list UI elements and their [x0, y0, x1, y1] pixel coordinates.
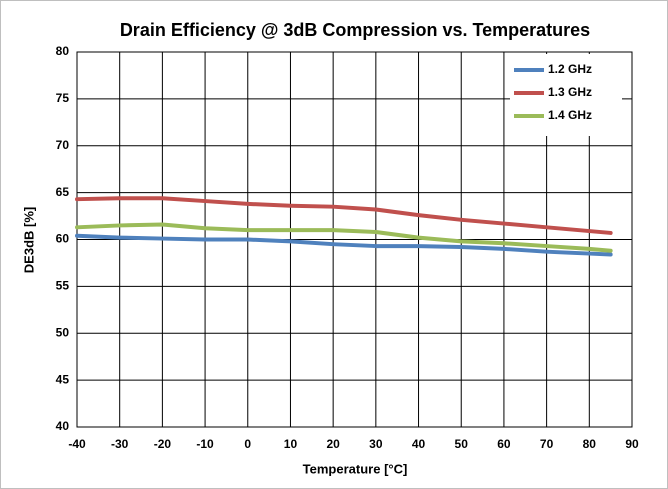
y-tick-label: 55	[56, 279, 70, 293]
x-tick-label: 60	[497, 437, 511, 451]
y-tick-label: 70	[56, 138, 70, 152]
y-tick-label: 60	[56, 232, 70, 246]
y-tick-label: 45	[56, 372, 70, 386]
series-line	[75, 196, 613, 235]
chart-title: Drain Efficiency @ 3dB Compression vs. T…	[120, 20, 590, 40]
x-tick-label: -40	[68, 437, 86, 451]
legend-label: 1.2 GHz	[548, 62, 592, 76]
y-tick-label: 65	[56, 185, 70, 199]
x-tick-label: 20	[326, 437, 340, 451]
x-tick-label: -20	[154, 437, 172, 451]
x-tick-label: 50	[455, 437, 469, 451]
x-tick-label: -30	[111, 437, 129, 451]
x-tick-label: 10	[284, 437, 298, 451]
legend-label: 1.4 GHz	[548, 108, 592, 122]
y-tick-label: 50	[56, 325, 70, 339]
series-line	[75, 222, 613, 253]
legend-label: 1.3 GHz	[548, 85, 592, 99]
x-tick-label: 70	[540, 437, 554, 451]
series-line	[75, 233, 613, 257]
x-tick-label: 40	[412, 437, 426, 451]
y-tick-label: 75	[56, 91, 70, 105]
y-tick-label: 40	[56, 419, 70, 433]
x-tick-label: 0	[244, 437, 251, 451]
x-tick-label: 90	[625, 437, 639, 451]
x-tick-label: 30	[369, 437, 383, 451]
x-tick-label: -10	[196, 437, 214, 451]
y-tick-label: 80	[56, 44, 70, 58]
x-axis-title: Temperature [°C]	[303, 461, 408, 476]
x-tick-label: 80	[583, 437, 597, 451]
y-axis-title: DE3dB [%]	[21, 207, 36, 273]
